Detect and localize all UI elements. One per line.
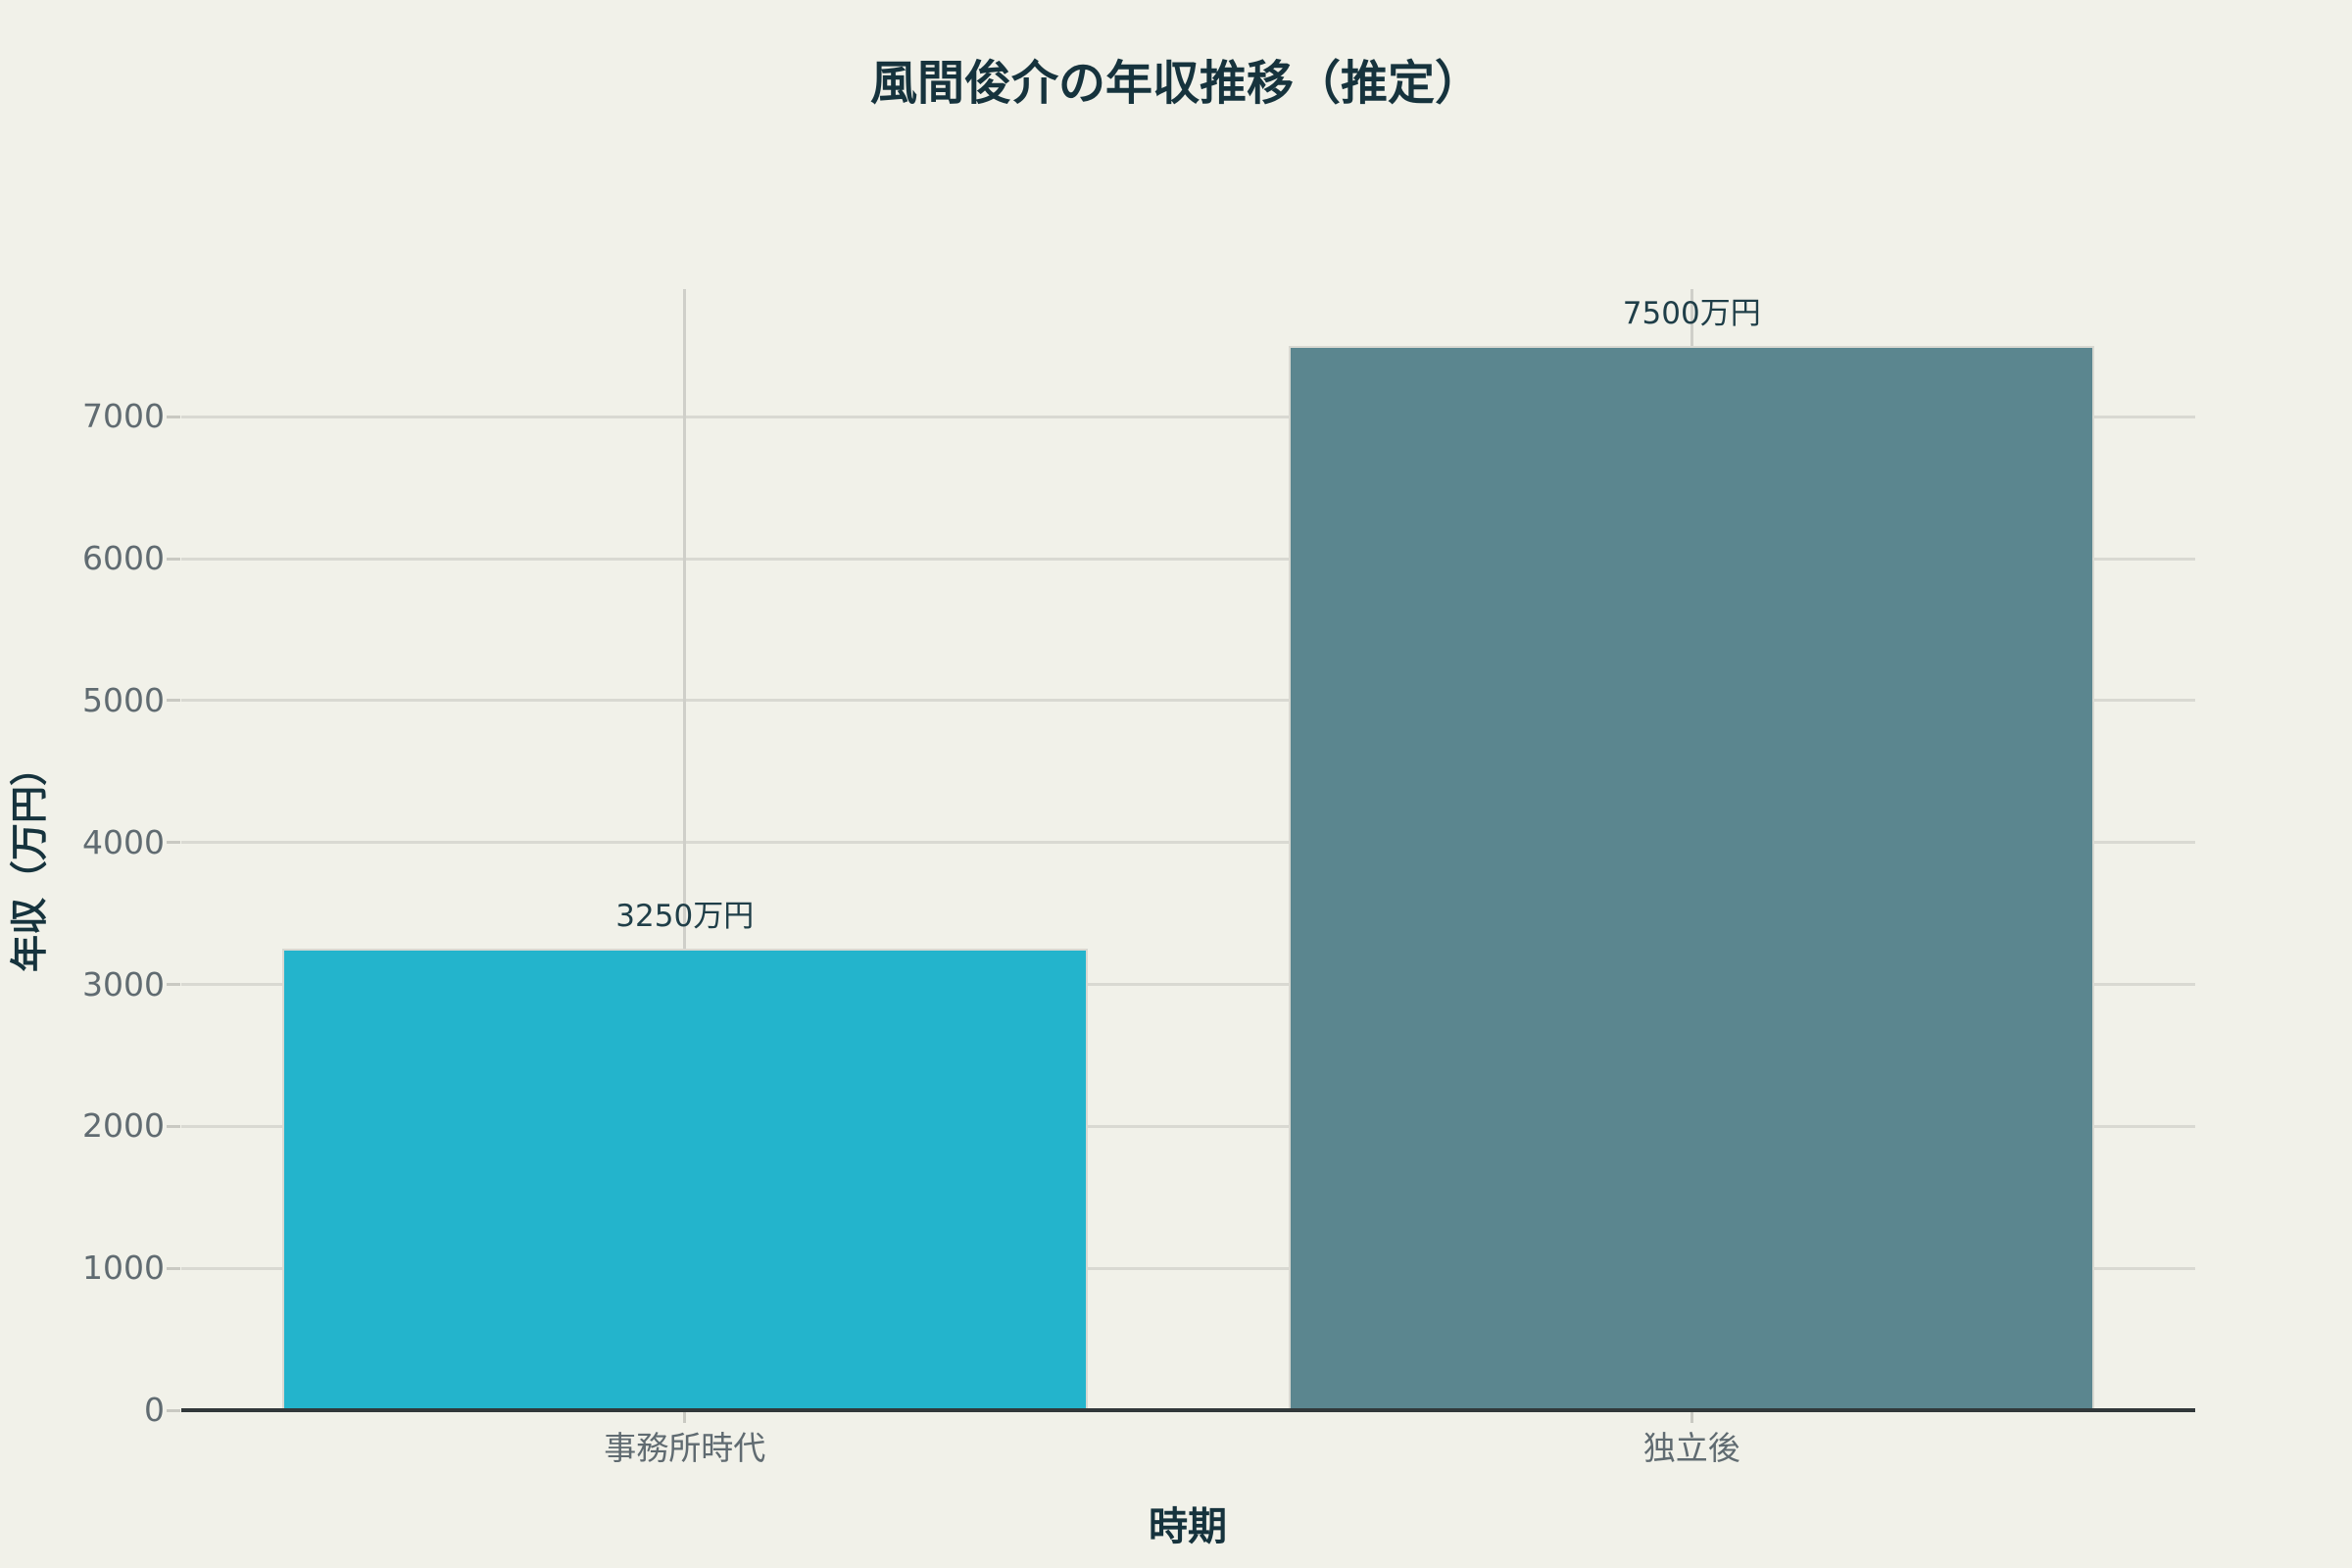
y-tick-mark	[167, 415, 180, 418]
bar-value-label: 3250万円	[615, 899, 755, 935]
bar-value-label: 7500万円	[1622, 295, 1761, 331]
y-tick-mark	[167, 1408, 180, 1412]
y-gridline	[181, 557, 2195, 561]
category-gridline	[683, 289, 687, 1408]
x-tick-mark	[1690, 1412, 1693, 1423]
y-tick-label: 5000	[82, 680, 165, 719]
bar-1	[281, 949, 1088, 1408]
y-gridline	[181, 699, 2195, 703]
y-tick-label: 1000	[82, 1249, 165, 1288]
y-tick-mark	[167, 983, 180, 987]
y-tick-label: 3000	[82, 964, 165, 1004]
y-gridline	[181, 1124, 2195, 1128]
y-tick-label: 6000	[82, 539, 165, 578]
bar-2	[1289, 345, 2095, 1408]
x-tick-label: 事務所時代	[604, 1429, 766, 1467]
y-gridline	[181, 841, 2195, 845]
y-tick-mark	[167, 557, 180, 561]
y-tick-mark	[167, 841, 180, 845]
y-tick-mark	[167, 1266, 180, 1270]
chart-title: 風間俊介の年収推移（推定）	[869, 56, 1482, 111]
y-gridline	[181, 983, 2195, 987]
y-tick-label: 0	[144, 1391, 165, 1429]
y-tick-label: 4000	[82, 822, 165, 861]
y-tick-label: 2000	[82, 1106, 165, 1146]
x-axis-title: 時期	[1149, 1504, 1227, 1549]
x-tick-mark	[683, 1412, 687, 1423]
y-gridline	[181, 1266, 2195, 1270]
x-axis-line	[181, 1408, 2195, 1412]
y-gridline	[181, 415, 2195, 418]
y-tick-label: 7000	[82, 397, 165, 436]
y-tick-mark	[167, 1124, 180, 1128]
y-tick-mark	[167, 699, 180, 703]
x-tick-label: 独立後	[1642, 1429, 1740, 1467]
